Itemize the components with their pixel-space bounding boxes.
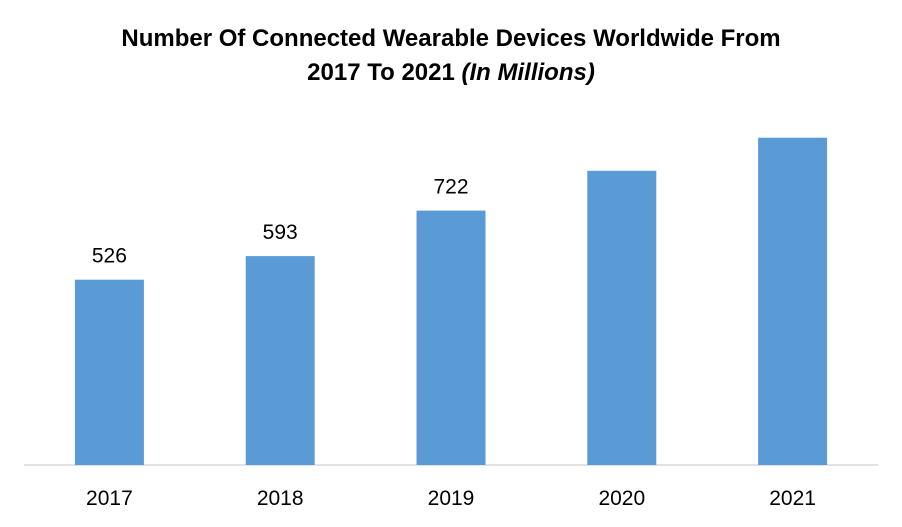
bar-2020 (587, 170, 657, 466)
bar-2021 (758, 137, 828, 465)
x-tick-label-2020: 2020 (598, 487, 645, 510)
data-label-2017: 526 (92, 245, 127, 268)
bar-2017 (74, 279, 144, 465)
data-label-2018: 593 (263, 221, 298, 244)
chart-title: Number Of Connected Wearable Devices Wor… (0, 22, 902, 90)
chart-title-line1: Number Of Connected Wearable Devices Wor… (121, 25, 781, 52)
chart-title-line2: 2017 To 2021 (In Millions) (0, 56, 902, 90)
bar-2018 (245, 256, 315, 465)
data-label-2019: 722 (433, 176, 468, 199)
x-tick-label-2021: 2021 (769, 487, 816, 510)
chart-title-units: (In Millions) (461, 59, 595, 86)
x-tick-label-2019: 2019 (428, 487, 475, 510)
bar-2019 (416, 210, 486, 465)
x-tick-label-2018: 2018 (257, 487, 304, 510)
chart-title-years: 2017 To 2021 (307, 59, 462, 86)
x-tick-label-2017: 2017 (86, 487, 133, 510)
